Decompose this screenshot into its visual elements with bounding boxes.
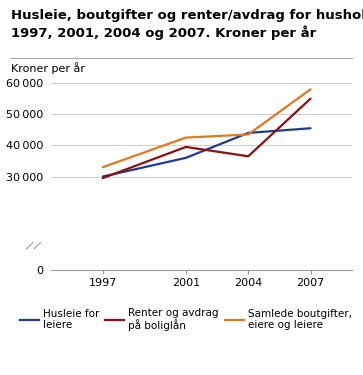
Legend: Husleie for
leiere, Renter og avdrag
på boliglån, Samlede boutgifter,
eiere og l: Husleie for leiere, Renter og avdrag på … (20, 308, 352, 332)
Text: Husleie, boutgifter og renter/avdrag for husholdninger.
1997, 2001, 2004 og 2007: Husleie, boutgifter og renter/avdrag for… (11, 9, 363, 40)
Text: Kroner per år: Kroner per år (11, 62, 85, 74)
